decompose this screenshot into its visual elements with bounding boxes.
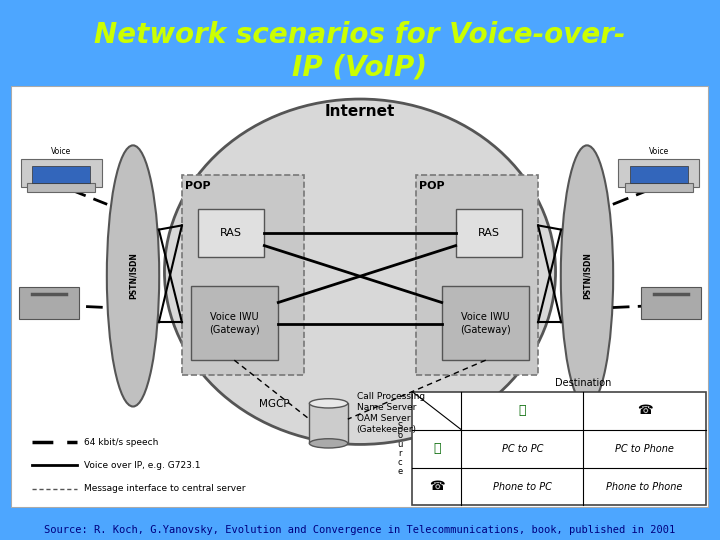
FancyBboxPatch shape	[21, 159, 102, 187]
Text: 🖥: 🖥	[433, 442, 441, 455]
Text: Voice over IP, e.g. G723.1: Voice over IP, e.g. G723.1	[84, 461, 201, 470]
FancyBboxPatch shape	[416, 175, 538, 375]
FancyBboxPatch shape	[27, 184, 95, 192]
Text: Source: R. Koch, G.Yanovsky, Evolution and Convergence in Telecommunications, bo: Source: R. Koch, G.Yanovsky, Evolution a…	[45, 524, 675, 535]
Text: Destination: Destination	[555, 379, 612, 388]
Text: Voice: Voice	[51, 147, 71, 157]
Text: PC to Phone: PC to Phone	[615, 444, 674, 454]
Ellipse shape	[561, 145, 613, 407]
FancyBboxPatch shape	[441, 286, 529, 360]
FancyBboxPatch shape	[19, 287, 79, 319]
Text: S
o
u
r
c
e: S o u r c e	[397, 422, 402, 476]
Text: 🖥: 🖥	[518, 404, 526, 417]
FancyBboxPatch shape	[11, 86, 709, 508]
Text: Voice IWU
(Gateway): Voice IWU (Gateway)	[209, 312, 260, 335]
FancyBboxPatch shape	[198, 208, 264, 257]
FancyBboxPatch shape	[191, 286, 279, 360]
Text: MGCP: MGCP	[258, 400, 289, 409]
FancyBboxPatch shape	[641, 287, 701, 319]
FancyBboxPatch shape	[32, 166, 90, 183]
Text: PC to PC: PC to PC	[502, 444, 543, 454]
FancyBboxPatch shape	[625, 184, 693, 192]
FancyBboxPatch shape	[456, 208, 522, 257]
FancyBboxPatch shape	[182, 175, 304, 375]
Text: Voice: Voice	[649, 147, 669, 157]
Text: RAS: RAS	[478, 228, 500, 238]
Text: Call Processing
Name Server
OAM Server
(Gatekeeper): Call Processing Name Server OAM Server (…	[356, 392, 425, 434]
Ellipse shape	[107, 145, 159, 407]
FancyBboxPatch shape	[413, 392, 706, 505]
Text: PSTN/ISDN: PSTN/ISDN	[582, 253, 592, 299]
FancyBboxPatch shape	[630, 166, 688, 183]
Text: Internet: Internet	[325, 104, 395, 119]
Text: Phone to Phone: Phone to Phone	[606, 482, 683, 491]
Text: POP: POP	[419, 181, 445, 191]
FancyBboxPatch shape	[310, 403, 348, 443]
Text: IP (VoIP): IP (VoIP)	[292, 53, 428, 82]
Ellipse shape	[164, 99, 556, 444]
Text: Phone to PC: Phone to PC	[493, 482, 552, 491]
Text: Message interface to central server: Message interface to central server	[84, 484, 246, 493]
Text: Voice IWU
(Gateway): Voice IWU (Gateway)	[460, 312, 511, 335]
Ellipse shape	[310, 438, 348, 448]
Ellipse shape	[310, 399, 348, 408]
Text: 64 kbit/s speech: 64 kbit/s speech	[84, 438, 158, 447]
Text: Network scenarios for Voice-over-: Network scenarios for Voice-over-	[94, 21, 626, 49]
Text: ☎: ☎	[429, 480, 445, 493]
Text: RAS: RAS	[220, 228, 242, 238]
Text: POP: POP	[186, 181, 211, 191]
Text: PSTN/ISDN: PSTN/ISDN	[129, 253, 138, 299]
Text: ☎: ☎	[636, 404, 652, 417]
FancyBboxPatch shape	[618, 159, 699, 187]
